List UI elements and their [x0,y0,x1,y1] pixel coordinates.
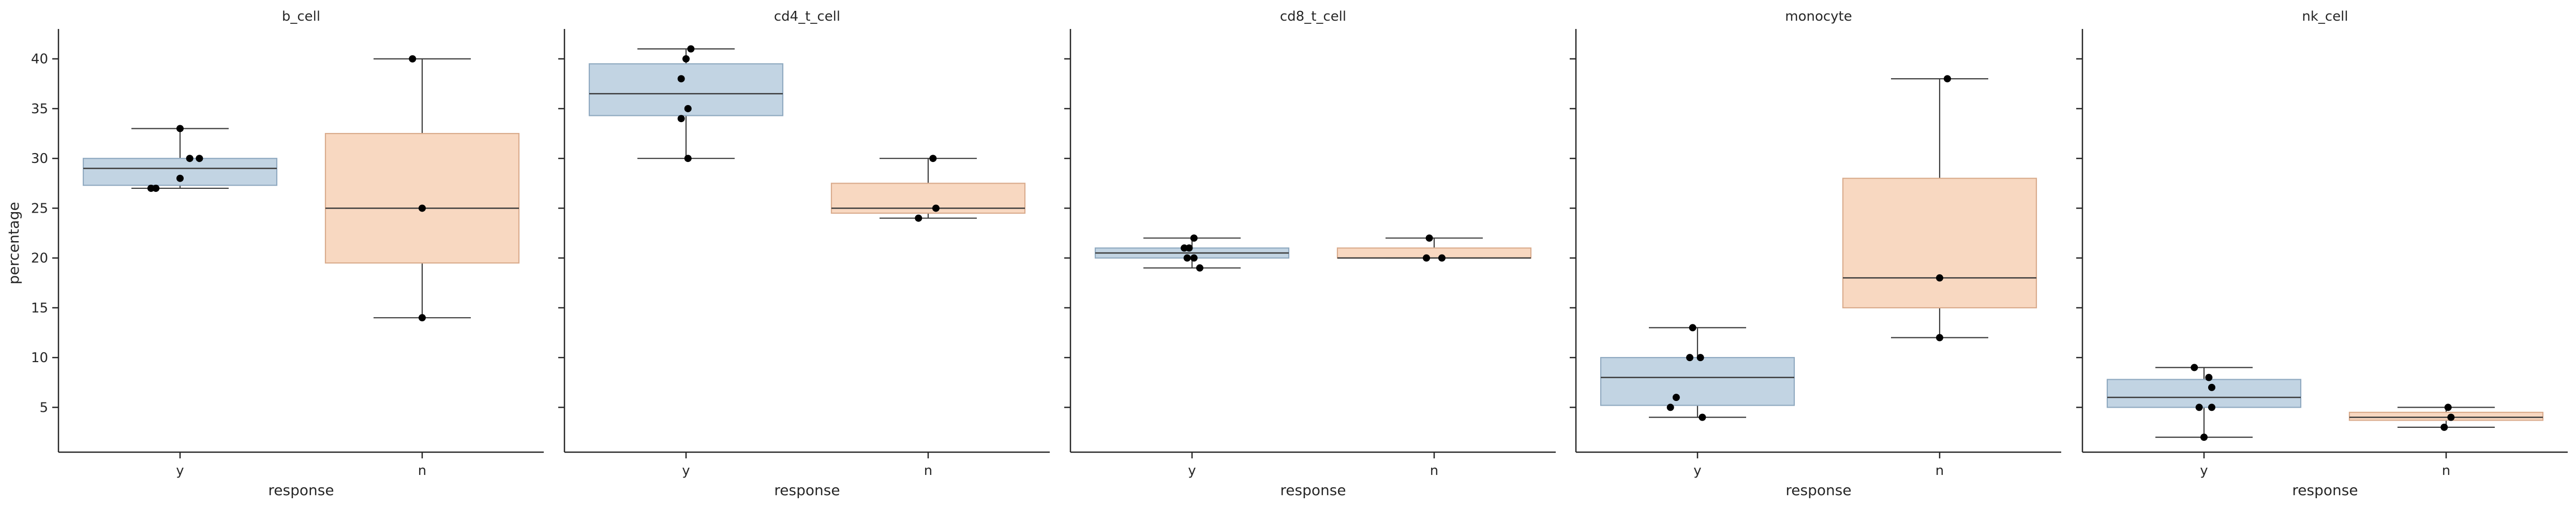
x-axis-label: response [1280,482,1346,499]
data-point [929,155,937,162]
data-point [2444,404,2452,411]
data-point [1190,234,1198,242]
box-y [1094,234,1290,272]
data-point [2195,404,2203,411]
y-tick-label: 25 [31,201,48,216]
data-point [2200,434,2208,441]
data-point [1190,254,1198,262]
y-tick-label: 5 [39,400,48,415]
data-point [1696,354,1704,362]
y-axis-label: percentage [5,202,22,284]
x-tick-label: n [2442,463,2450,479]
data-point [1936,274,1943,282]
data-point [2208,383,2215,391]
box-y [82,125,278,192]
x-tick-label: y [1188,463,1196,479]
x-axis-label: response [774,482,840,499]
data-point [677,115,685,123]
y-tick-label: 30 [31,151,48,167]
data-point [196,155,203,162]
data-point [152,184,160,192]
data-point [1185,244,1193,252]
box-n [1336,234,1532,262]
data-point [677,75,685,83]
panel-title: b_cell [282,9,320,24]
data-point [176,174,184,182]
x-axis-label: response [1785,482,1851,499]
panel-title: cd4_t_cell [774,9,840,24]
panel-title: cd8_t_cell [1280,9,1346,24]
data-point [186,155,193,162]
data-point [2208,404,2215,411]
panel-title: monocyte [1785,9,1852,24]
y-tick-label: 20 [31,251,48,266]
data-point [915,214,922,222]
box-iqr [1842,177,2037,309]
data-point [1686,354,1694,362]
box-n [324,55,520,322]
data-point [1699,413,1706,421]
data-point [682,55,690,63]
data-point [1943,75,1951,83]
x-tick-label: y [176,463,184,479]
x-axis-label: response [2292,482,2358,499]
panel-monocyte: monocyte y n response [1570,9,2061,499]
box-iqr [1600,357,1795,406]
data-point [419,204,426,212]
y-tick-label: 35 [31,101,48,117]
data-point [1423,254,1431,262]
x-tick-label: n [924,463,932,479]
panel-b-cell: b_cell 5 10 15 20 25 30 35 40 y n response [31,9,544,499]
data-point [1689,324,1696,332]
x-tick-label: y [1693,463,1701,479]
x-tick-label: y [682,463,690,479]
data-point [1183,254,1191,262]
box-y [588,45,784,162]
data-point [932,204,940,212]
x-tick-label: n [1430,463,1438,479]
data-point [419,314,426,322]
x-tick-label: n [418,463,426,479]
data-point [687,45,695,53]
data-point [2447,413,2455,421]
data-point [409,55,416,63]
panel-title: nk_cell [2302,9,2348,24]
box-n [2348,404,2544,431]
data-point [176,125,184,132]
y-tick-label: 10 [31,350,48,366]
data-point [1196,264,1203,272]
data-point [2191,364,2198,371]
box-n [830,155,1026,222]
data-point [2440,423,2448,431]
box-n [1842,75,2037,341]
data-point [1438,254,1446,262]
data-point [1672,394,1680,401]
box-iqr [1336,247,1532,259]
box-iqr [2106,379,2302,408]
x-axis-label: response [268,482,334,499]
y-tick-label: 15 [31,301,48,316]
x-tick-label: n [1935,463,1944,479]
data-point [1936,334,1943,341]
box-y [2106,364,2302,441]
data-point [1425,234,1433,242]
x-tick-label: y [2200,463,2208,479]
data-point [1666,404,1674,411]
box-y [1600,324,1795,421]
y-tick-label: 40 [31,52,48,67]
box-iqr [2348,411,2544,421]
data-point [684,155,692,162]
data-point [2205,374,2213,381]
box-iqr [324,132,520,264]
data-point [684,105,692,112]
